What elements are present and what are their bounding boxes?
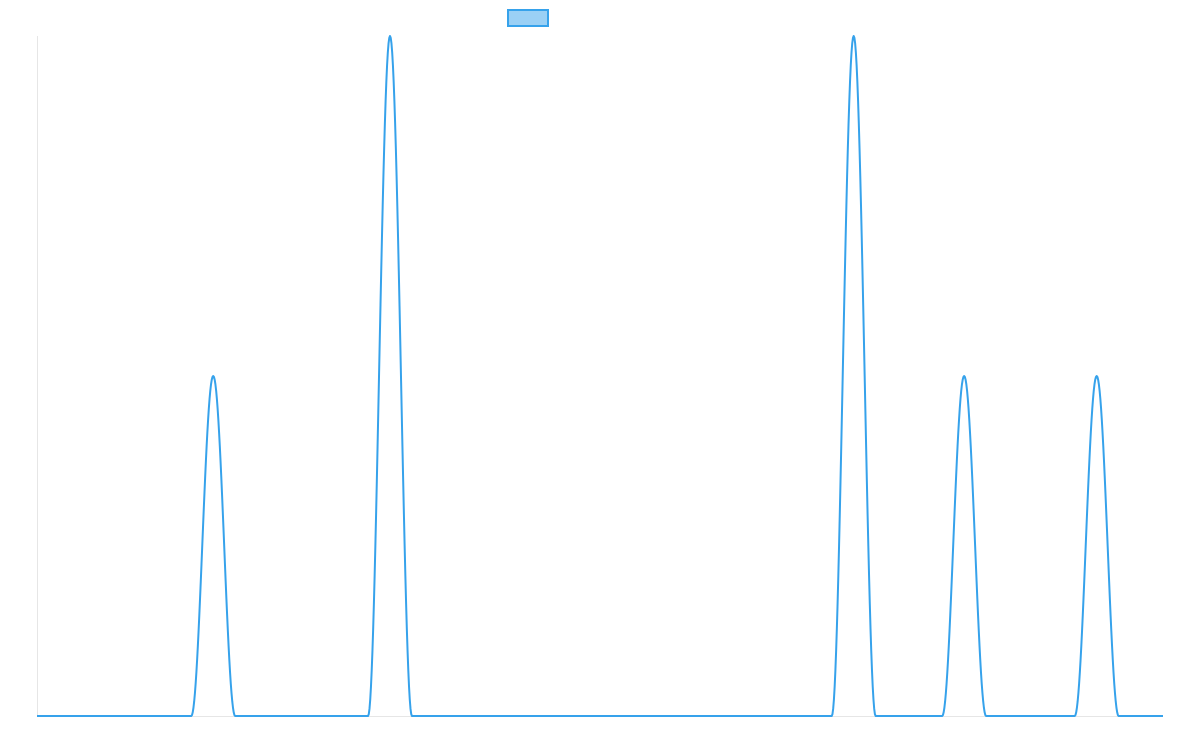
legend[interactable] — [507, 9, 549, 27]
series-line — [37, 35, 1163, 717]
legend-swatch[interactable] — [507, 9, 549, 27]
